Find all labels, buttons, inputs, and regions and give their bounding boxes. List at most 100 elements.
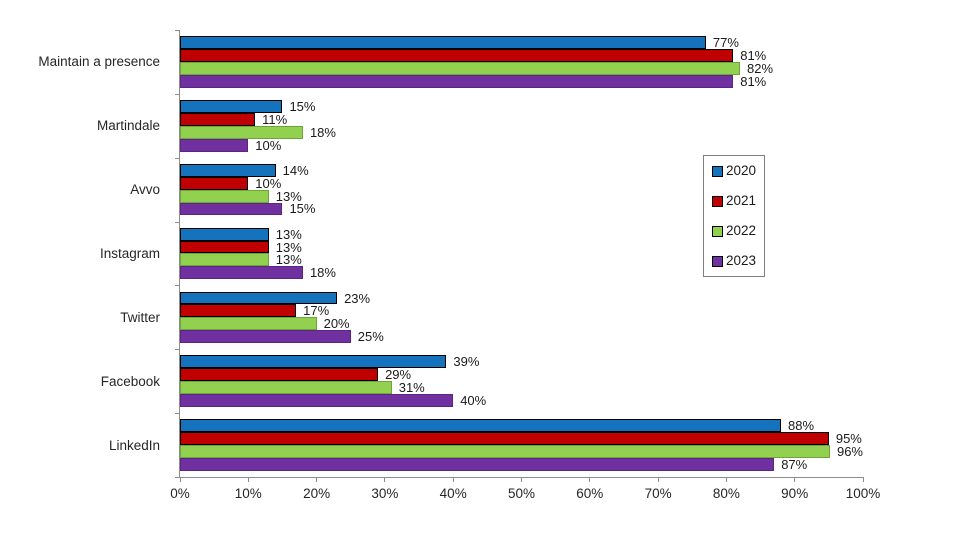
bar-row: 18% xyxy=(180,126,863,139)
bar-row: 23% xyxy=(180,292,863,305)
legend-label: 2022 xyxy=(726,223,757,239)
bar-row: 13% xyxy=(180,253,863,266)
bar-row: 82% xyxy=(180,62,863,75)
bar-value-label: 95% xyxy=(835,431,862,447)
x-axis-tick xyxy=(521,477,522,482)
y-axis-tick xyxy=(175,222,180,223)
bar-value-label: 14% xyxy=(282,162,309,178)
bar-value-label: 39% xyxy=(453,354,480,370)
bar-row: 31% xyxy=(180,381,863,394)
bar-value-label: 82% xyxy=(747,60,774,76)
bar xyxy=(180,368,379,382)
bar xyxy=(180,419,782,433)
x-tick-label: 60% xyxy=(576,486,604,501)
bar-group: 88% 95% 96% 87% xyxy=(180,413,863,477)
bar xyxy=(180,330,351,344)
bar-value-label: 31% xyxy=(398,380,425,396)
bar-value-label: 18% xyxy=(309,265,336,281)
x-axis-tick xyxy=(725,477,727,482)
y-axis-tick xyxy=(175,30,180,31)
x-axis-tick xyxy=(657,477,659,482)
x-axis-tick xyxy=(589,477,591,482)
legend-swatch-icon xyxy=(712,225,723,237)
legend-label: 2020 xyxy=(726,163,757,179)
bar-value-label: 29% xyxy=(385,367,412,383)
bar-row: 15% xyxy=(180,201,863,217)
bar-row: 18% xyxy=(180,266,863,279)
bar-row: 13% xyxy=(180,228,863,241)
bar xyxy=(180,394,454,407)
bar xyxy=(180,304,297,318)
bar-group: 14% 10% 13% 15% xyxy=(180,158,863,222)
bar-row: 13% xyxy=(180,241,863,254)
category-label: LinkedIn xyxy=(108,437,160,453)
bar-row: 11% xyxy=(180,113,863,126)
bar-row: 96% xyxy=(180,445,863,458)
y-axis-labels: Maintain a presence Martindale Avvo Instagr… xyxy=(0,30,170,477)
bar xyxy=(180,240,269,254)
bar xyxy=(180,355,447,369)
x-axis-tick xyxy=(794,477,796,482)
y-axis-tick xyxy=(175,285,180,286)
legend-swatch-icon xyxy=(712,165,723,177)
category-label: Twitter xyxy=(120,309,160,325)
bar-group: 23% 17% 20% 25% xyxy=(180,285,863,349)
bar xyxy=(180,112,256,126)
bar xyxy=(180,49,734,62)
bar xyxy=(180,74,734,88)
bar-value-label: 77% xyxy=(712,35,739,51)
bar-row: 88% xyxy=(180,419,863,432)
x-tick-label: 50% xyxy=(507,486,536,501)
x-tick-label: 70% xyxy=(644,486,672,501)
bar-group: 77% 81% 82% 81% xyxy=(180,30,863,94)
bar-row: 29% xyxy=(180,368,863,381)
bar-value-label: 10% xyxy=(255,175,282,191)
bar xyxy=(180,61,741,75)
legend-label: 2021 xyxy=(726,193,757,209)
bar-value-label: 15% xyxy=(289,201,316,217)
x-tick-label: 20% xyxy=(303,486,331,501)
category-label: Instagram xyxy=(99,245,160,261)
bar xyxy=(180,99,283,113)
y-axis-tick xyxy=(175,477,180,478)
bar-row: 87% xyxy=(180,458,863,471)
legend-item: 2020 xyxy=(712,164,764,178)
bar xyxy=(180,445,830,458)
bar-value-label: 81% xyxy=(740,73,767,89)
bar-row: 81% xyxy=(180,49,863,62)
x-axis-tick xyxy=(452,477,454,482)
bar-value-label: 18% xyxy=(309,124,336,140)
category-label: Avvo xyxy=(130,182,160,198)
bar-value-label: 17% xyxy=(303,303,330,319)
bar-row: 25% xyxy=(180,330,863,343)
legend-item: 2022 xyxy=(712,224,764,238)
y-axis-line xyxy=(179,30,180,478)
bar-value-label: 40% xyxy=(460,393,487,409)
bar-row: 39% xyxy=(180,355,863,368)
bar-row: 14% xyxy=(180,164,863,177)
bar xyxy=(180,291,338,305)
bar-value-label: 96% xyxy=(836,444,863,460)
bar-row: 40% xyxy=(180,394,863,407)
bar-row: 15% xyxy=(180,100,863,113)
x-tick-label: 40% xyxy=(439,486,467,501)
y-axis-tick xyxy=(175,349,180,350)
y-axis-tick xyxy=(175,158,180,159)
bar-value-label: 20% xyxy=(323,316,350,332)
legend-item: 2023 xyxy=(712,254,764,268)
legend-label: 2023 xyxy=(726,253,757,269)
x-axis-tick xyxy=(862,477,864,482)
legend-swatch-icon xyxy=(712,195,723,207)
bar-row: 77% xyxy=(180,36,863,49)
bar-row: 81% xyxy=(180,75,863,88)
bar-value-label: 23% xyxy=(344,290,371,306)
x-tick-label: 0% xyxy=(170,486,190,501)
bar-value-label: 13% xyxy=(275,226,302,242)
bar-group: 15% 11% 18% 10% xyxy=(180,94,863,158)
plot-area: 77% 81% 82% 81% 15% 11% 18% 10% 14% 10% 13% 15% 13% 1… xyxy=(180,30,863,477)
bar xyxy=(180,253,269,267)
bar xyxy=(180,202,283,216)
y-axis-tick xyxy=(175,94,180,95)
bar-group: 13% 13% 13% 18% xyxy=(180,222,863,286)
bar xyxy=(180,163,276,177)
